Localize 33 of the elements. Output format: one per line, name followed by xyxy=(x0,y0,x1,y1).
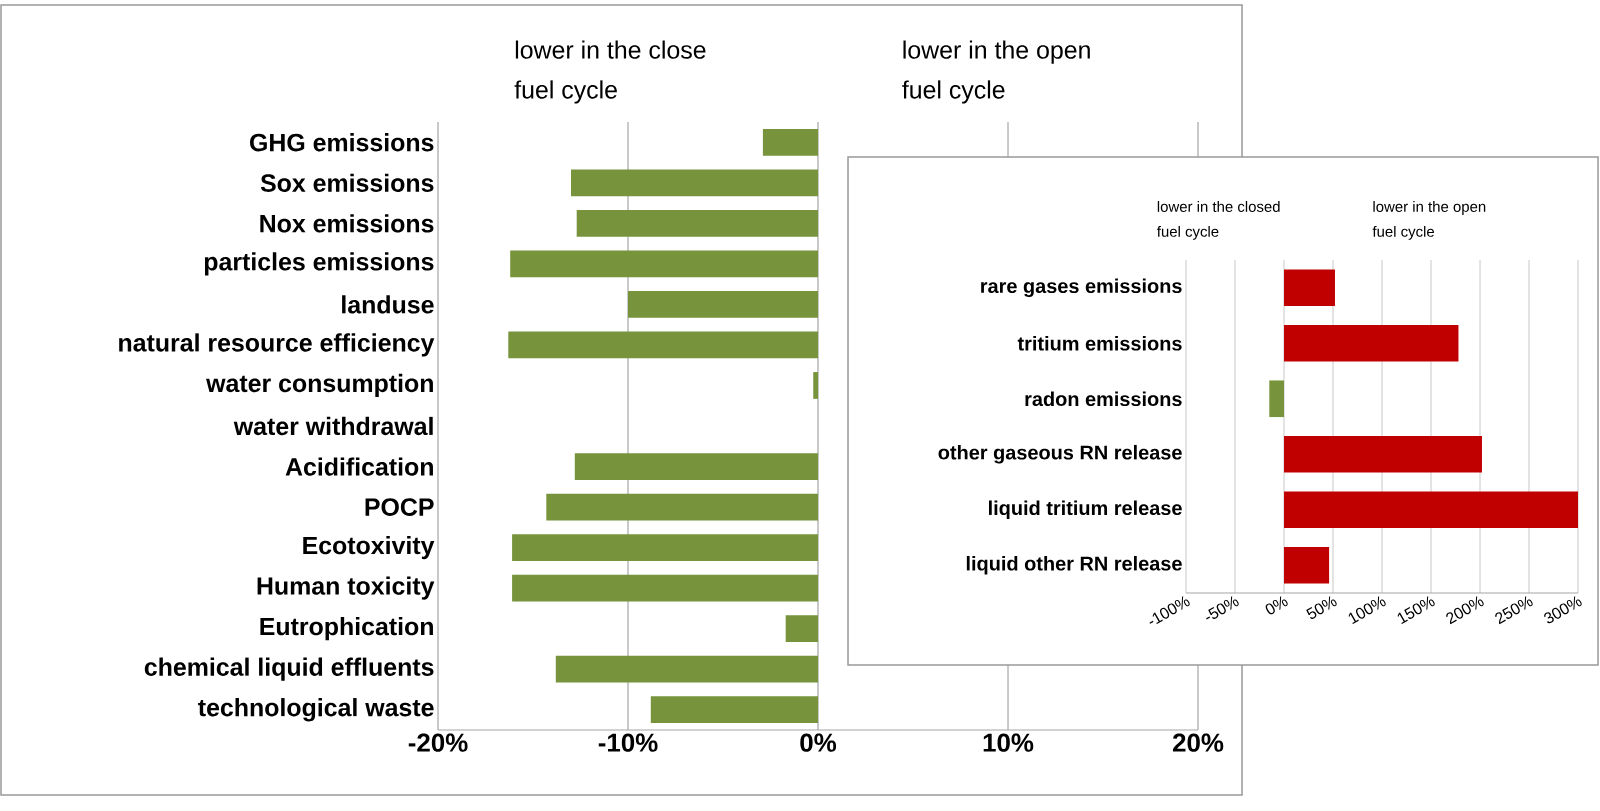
text: lower in the open fuel cycle xyxy=(902,40,1090,104)
y-tick-label: other gaseous RN release xyxy=(938,444,1182,464)
y-tick-label: Human toxicity xyxy=(257,576,435,600)
annotation: lower in the closed fuel cycle xyxy=(1157,200,1280,240)
x-tick-label: 20% xyxy=(1172,733,1224,752)
y-tick-label: Nox emissions xyxy=(260,214,434,233)
y-tick-label: GHG emissions xyxy=(250,133,434,152)
y-tick-label: liquid tritium release xyxy=(989,500,1182,520)
y-tick-label: rare gases emissions xyxy=(981,278,1182,298)
text: lower in the open fuel cycle xyxy=(1372,200,1486,240)
x-tick-label: -50% xyxy=(1206,596,1239,620)
y-tick-label: water withdrawal xyxy=(233,416,433,436)
x-tick-label: -20% xyxy=(408,733,468,752)
y-tick-label: radon emissions xyxy=(1025,391,1182,407)
y-tick-label: Acidification xyxy=(285,457,433,476)
y-tick-label: landuse xyxy=(342,295,434,314)
y-tick-label: liquid other RN release xyxy=(966,555,1182,575)
x-tick-label: 10% xyxy=(983,733,1034,752)
y-tick-label: Eutrophication xyxy=(260,617,433,641)
y-tick-label: Sox emissions xyxy=(260,173,434,192)
text: lower in the close fuel cycle xyxy=(514,40,706,104)
y-tick-label: natural resource efficiency xyxy=(119,333,435,357)
x-tick-label: 50% xyxy=(1306,596,1337,619)
y-tick-label: particles emissions xyxy=(204,252,434,276)
x-tick-label: 0% xyxy=(1265,596,1288,615)
y-tick-label: technological waste xyxy=(198,698,434,722)
y-tick-label: POCP xyxy=(365,498,434,516)
y-tick-label: chemical liquid effluents xyxy=(144,657,434,681)
y-tick-label: tritium emissions xyxy=(1017,335,1182,351)
x-tick-label: 0% xyxy=(800,733,837,752)
y-tick-label: Ecotoxivity xyxy=(303,536,435,560)
x-tick-label: -10% xyxy=(598,733,658,752)
y-tick-label: water consumption xyxy=(206,373,433,398)
